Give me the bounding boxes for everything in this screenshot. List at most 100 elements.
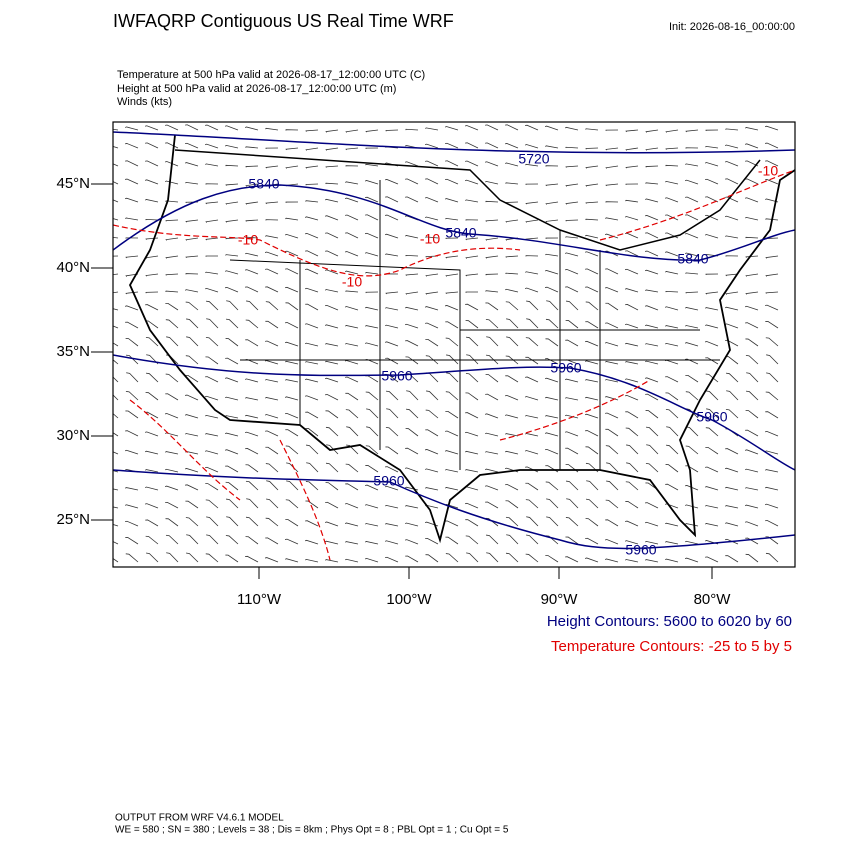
wind-barb <box>605 250 619 257</box>
wind-barb <box>113 199 119 203</box>
wind-barb <box>684 233 699 239</box>
wind-barb <box>504 143 519 149</box>
wind-barb <box>325 147 339 151</box>
wind-barb <box>525 201 539 205</box>
wind-barb <box>565 146 579 149</box>
wind-barb <box>545 338 559 347</box>
height-contour <box>113 184 795 261</box>
wind-barb <box>325 540 339 545</box>
wind-barb <box>225 481 239 491</box>
wind-barb <box>525 337 539 347</box>
wind-barb <box>665 147 679 150</box>
wind-barb <box>764 125 779 131</box>
wind-barb <box>644 198 659 203</box>
wind-barb <box>184 162 199 167</box>
wind-barb <box>644 377 659 383</box>
wind-barb <box>446 354 459 365</box>
wind-barb <box>545 358 559 365</box>
wind-barb <box>165 219 179 222</box>
wind-barb <box>645 540 659 545</box>
wind-barb <box>185 273 199 275</box>
wind-barb <box>245 236 259 239</box>
wind-barb <box>724 323 739 329</box>
wind-barb <box>725 339 739 347</box>
wind-barb <box>345 290 359 293</box>
wind-barb <box>685 147 699 149</box>
wind-barb <box>665 522 679 527</box>
wind-barb <box>445 291 459 295</box>
wind-barb <box>485 374 499 383</box>
wind-barb <box>345 409 359 419</box>
wind-barb <box>465 469 479 473</box>
wind-barb <box>685 272 699 275</box>
wind-barb <box>665 180 679 185</box>
wind-barb <box>325 501 339 509</box>
height-label: 5840 <box>248 176 279 192</box>
wind-barb <box>625 342 639 347</box>
wind-barb <box>485 219 499 222</box>
wind-barb <box>226 300 239 311</box>
wind-barb <box>705 446 719 455</box>
border <box>174 149 761 251</box>
wind-barb <box>744 143 759 149</box>
wind-barb <box>724 144 739 149</box>
wind-barb <box>146 552 159 563</box>
wind-barb <box>744 197 759 203</box>
wind-barb <box>745 409 759 419</box>
wind-barb <box>265 165 279 169</box>
wind-barb <box>365 272 379 275</box>
wind-barb <box>565 517 579 527</box>
title: IWFAQRP Contiguous US Real Time WRF <box>113 11 454 31</box>
wind-barb <box>585 165 599 169</box>
wind-barb <box>725 408 739 419</box>
wind-barb <box>425 409 439 419</box>
wind-barb <box>545 415 559 419</box>
wind-barb <box>445 391 459 401</box>
wind-barb <box>245 146 259 149</box>
wind-barb <box>485 273 499 276</box>
wind-barb <box>325 232 339 239</box>
wind-barb <box>685 214 699 221</box>
map-frame <box>112 121 796 568</box>
wind-barb <box>386 408 399 419</box>
wind-barb <box>666 426 679 437</box>
wind-barb <box>465 273 479 277</box>
height-label: 5840 <box>677 251 708 267</box>
wind-barb <box>165 451 179 455</box>
wind-barb <box>446 372 459 383</box>
wind-barb <box>586 480 599 491</box>
wind-barb <box>165 290 179 293</box>
wind-barb <box>424 197 439 203</box>
wind-barb <box>345 541 359 545</box>
wind-barb <box>504 414 519 419</box>
wind-barb <box>424 143 439 149</box>
wind-barb <box>125 410 139 419</box>
wind-barb <box>405 178 419 185</box>
wind-barb <box>365 163 379 167</box>
wind-barb <box>265 286 279 293</box>
wind-barb <box>745 273 759 277</box>
wind-barb <box>645 360 659 365</box>
wind-barb <box>165 373 179 383</box>
wind-barb <box>304 287 319 293</box>
wind-barb <box>406 390 419 401</box>
wind-barb <box>485 501 499 509</box>
wind-barb <box>405 196 419 203</box>
wind-barb <box>505 500 519 509</box>
wind-barb <box>445 536 459 545</box>
wind-barb <box>645 250 659 257</box>
height-label: 5840 <box>445 225 476 241</box>
wind-barb <box>665 214 679 221</box>
wind-barb <box>745 255 759 258</box>
wind-barb <box>225 318 239 329</box>
wind-barb <box>125 537 139 545</box>
height-label: 5960 <box>381 368 412 384</box>
wind-barb <box>705 273 719 276</box>
wind-barb <box>706 408 719 419</box>
wind-barb <box>625 520 639 527</box>
wind-barb <box>124 305 139 311</box>
wind-barb <box>525 271 539 275</box>
wind-barb <box>585 128 599 131</box>
wind-barb <box>745 537 759 545</box>
wind-barb <box>685 129 699 133</box>
